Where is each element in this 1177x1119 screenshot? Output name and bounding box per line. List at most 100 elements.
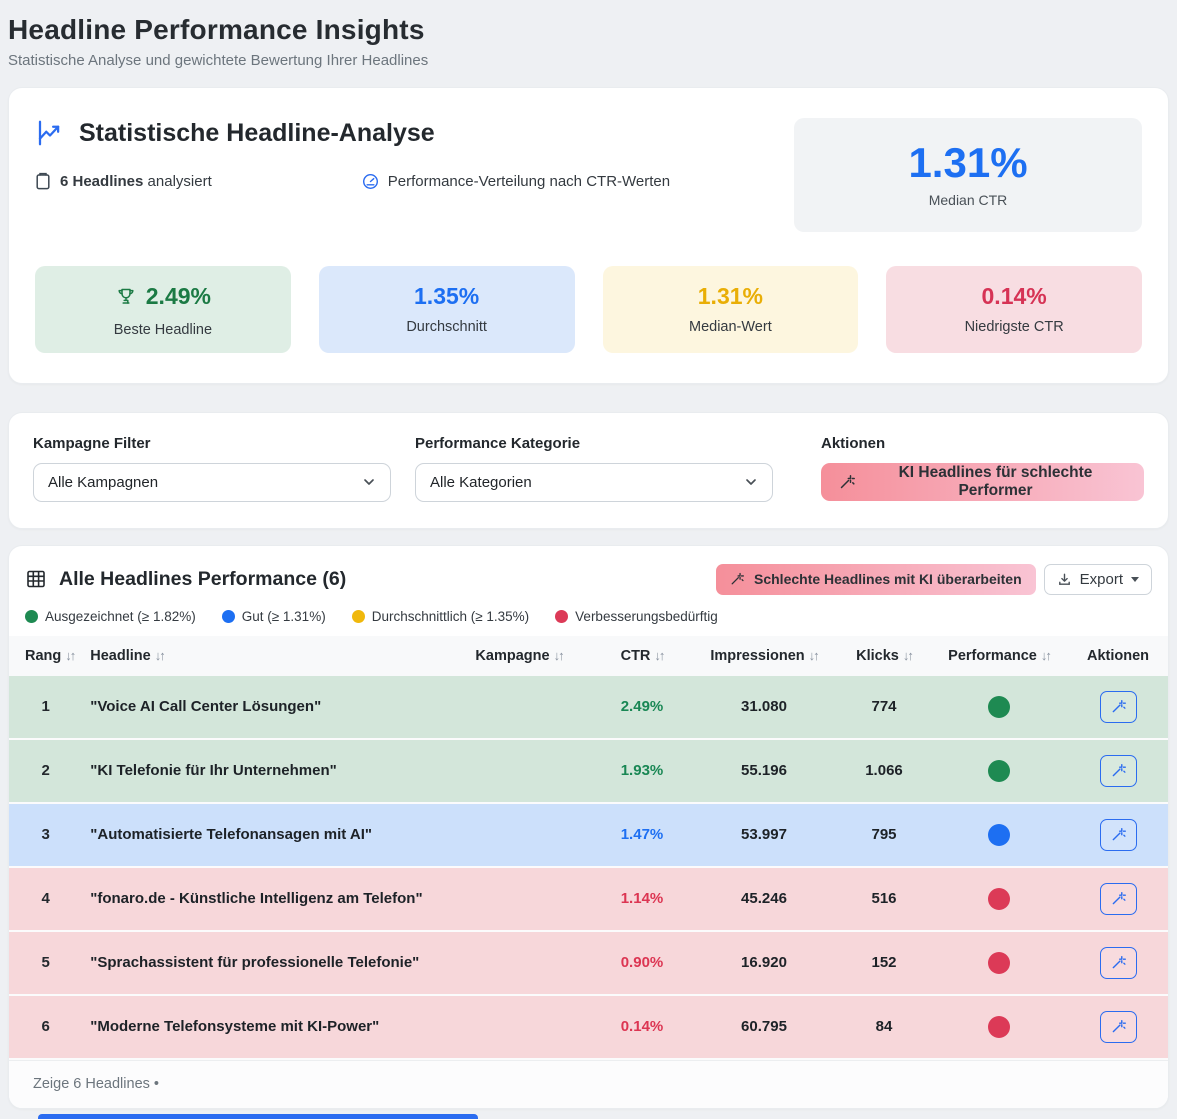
table-row: 3 "Automatisierte Telefonansagen mit AI"… — [9, 802, 1168, 868]
ctr-cell: 1.47% — [594, 802, 690, 868]
stat-value: 1.31% — [697, 283, 763, 309]
campaign-filter-select[interactable]: Alle Kampagnen — [33, 462, 391, 502]
row-magic-wand-button[interactable] — [1099, 946, 1137, 979]
headline-cell: "Automatisierte Telefonansagen mit AI" — [82, 802, 444, 868]
performance-category-select[interactable]: Alle Kategorien — [415, 462, 773, 502]
impressions-cell: 31.080 — [690, 675, 838, 740]
column-header-ctr[interactable]: CTR ↓↑ — [594, 635, 690, 676]
stat-value: 1.35% — [414, 283, 480, 309]
clicks-cell: 516 — [838, 866, 930, 932]
column-header-campaign[interactable]: Kampagne ↓↑ — [444, 635, 594, 676]
ai-headlines-button[interactable]: KI Headlines für schlechte Performer — [821, 462, 1144, 501]
actions-cell — [1068, 675, 1168, 740]
export-button[interactable]: Export — [1043, 563, 1152, 595]
sort-icon[interactable]: ↓↑ — [1040, 647, 1052, 663]
clipboard-icon — [35, 172, 51, 190]
rank-cell: 2 — [9, 738, 83, 804]
performance-cell — [930, 738, 1068, 804]
row-magic-wand-button[interactable] — [1099, 818, 1137, 851]
stat-value: 0.14% — [981, 283, 1047, 309]
rank-cell: 4 — [9, 866, 83, 932]
rework-bad-headlines-button[interactable]: Schlechte Headlines mit KI überarbeiten — [716, 563, 1036, 595]
below-fold-element-edge — [38, 1113, 478, 1119]
clicks-cell: 1.066 — [838, 738, 930, 804]
headline-cell: "Moderne Telefonsysteme mit KI-Power" — [82, 994, 444, 1060]
campaign-cell — [444, 994, 594, 1060]
table-row: 6 "Moderne Telefonsysteme mit KI-Power" … — [9, 994, 1168, 1060]
magic-wand-icon — [1111, 891, 1126, 906]
legend-dot-blue — [221, 609, 235, 623]
campaign-cell — [444, 930, 594, 996]
legend-dot-yellow — [351, 609, 365, 623]
headline-cell: "Voice AI Call Center Lösungen" — [82, 675, 444, 740]
legend-item-needs-improvement: Verbesserungsbedürftig — [555, 609, 718, 624]
campaign-filter-label: Kampagne Filter — [33, 434, 151, 452]
sort-icon[interactable]: ↓↑ — [154, 647, 166, 663]
page-title: Headline Performance Insights — [8, 14, 425, 45]
clicks-cell: 152 — [838, 930, 930, 996]
table-body: 1 "Voice AI Call Center Lösungen" 2.49% … — [9, 675, 1168, 1060]
sort-icon[interactable]: ↓↑ — [654, 647, 665, 663]
median-ctr-value: 1.31% — [908, 139, 1028, 186]
distribution-stat: Performance-Verteilung nach CTR-Werten — [362, 173, 670, 190]
actions-label: Aktionen — [821, 434, 886, 452]
column-header-headline[interactable]: Headline ↓↑ — [82, 635, 444, 676]
column-header-rank[interactable]: Rang ↓↑ — [9, 635, 83, 676]
performance-legend: Ausgezeichnet (≥ 1.82%) Gut (≥ 1.31%) Du… — [9, 595, 1168, 636]
table-row: 1 "Voice AI Call Center Lösungen" 2.49% … — [9, 675, 1168, 740]
column-header-impressions[interactable]: Impressionen ↓↑ — [690, 635, 838, 676]
chevron-down-icon — [744, 475, 758, 489]
headline-cell: "fonaro.de - Künstliche Intelligenz am T… — [82, 866, 444, 932]
campaign-cell — [444, 866, 594, 932]
ctr-cell: 2.49% — [594, 675, 690, 740]
impressions-cell: 53.997 — [690, 802, 838, 868]
sort-icon[interactable]: ↓↑ — [553, 647, 565, 663]
magic-wand-icon — [1111, 955, 1126, 970]
legend-dot-green — [25, 609, 38, 623]
performance-dot — [988, 951, 1010, 974]
performance-cell — [930, 802, 1068, 868]
actions-cell — [1068, 866, 1168, 932]
download-icon — [1057, 572, 1072, 587]
median-ctr-box: 1.31% Median CTR — [794, 118, 1142, 232]
performance-dot — [988, 759, 1010, 782]
row-magic-wand-button[interactable] — [1099, 1010, 1137, 1043]
column-header-performance[interactable]: Performance ↓↑ — [930, 635, 1068, 676]
stat-label: Beste Headline — [113, 321, 213, 338]
sort-icon[interactable]: ↓↑ — [65, 647, 76, 663]
rank-cell: 6 — [9, 994, 83, 1060]
row-magic-wand-button[interactable] — [1099, 754, 1137, 787]
performance-category-label: Performance Kategorie — [415, 434, 581, 452]
rank-cell: 3 — [9, 802, 83, 868]
legend-item-average: Durchschnittlich (≥ 1.35%) — [351, 609, 529, 624]
headlines-analyzed-stat: 6 Headlines analysiert — [35, 172, 212, 190]
clicks-cell: 795 — [838, 802, 930, 868]
performance-cell — [930, 866, 1068, 932]
performance-cell — [930, 675, 1068, 740]
column-header-clicks[interactable]: Klicks ↓↑ — [838, 635, 930, 676]
performance-category-value: Alle Kategorien — [430, 473, 532, 491]
clicks-cell: 84 — [838, 994, 930, 1060]
headline-cell: "Sprachassistent für professionelle Tele… — [82, 930, 444, 996]
analysis-card: Statistische Headline-Analyse 6 Headline… — [8, 87, 1169, 384]
actions-cell — [1068, 802, 1168, 868]
table-footer: Zeige 6 Headlines • — [9, 1059, 1168, 1108]
impressions-cell: 16.920 — [690, 930, 838, 996]
rank-cell: 1 — [9, 675, 83, 740]
row-magic-wand-button[interactable] — [1099, 882, 1137, 915]
row-magic-wand-button[interactable] — [1099, 690, 1137, 723]
performance-dot — [988, 823, 1010, 846]
performance-dot — [988, 695, 1010, 718]
actions-cell — [1068, 738, 1168, 804]
magic-wand-icon — [730, 572, 744, 586]
sort-icon[interactable]: ↓↑ — [902, 647, 914, 663]
performance-dot — [988, 1015, 1010, 1038]
stat-card-median: 1.31% Median-Wert — [602, 266, 859, 353]
magic-wand-icon — [1111, 699, 1126, 714]
ctr-cell: 0.90% — [594, 930, 690, 996]
sort-icon[interactable]: ↓↑ — [808, 647, 820, 663]
ctr-cell: 0.14% — [594, 994, 690, 1060]
impressions-cell: 45.246 — [690, 866, 838, 932]
table-row: 2 "KI Telefonie für Ihr Unternehmen" 1.9… — [9, 738, 1168, 804]
legend-item-good: Gut (≥ 1.31%) — [221, 609, 326, 624]
